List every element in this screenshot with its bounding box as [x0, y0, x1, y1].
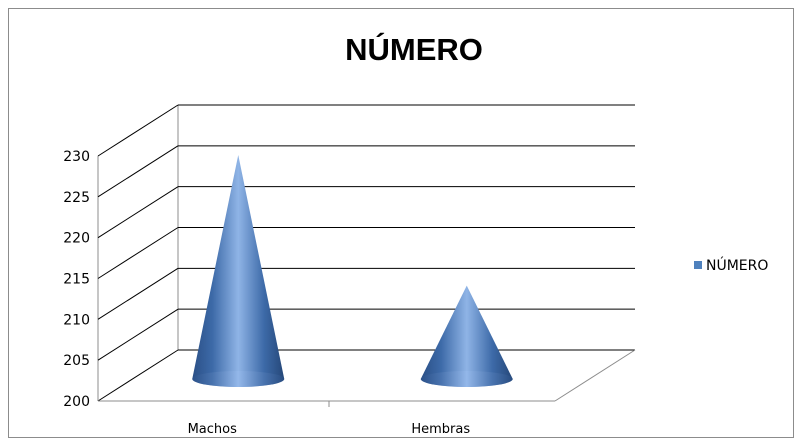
data-cones	[192, 155, 513, 387]
x-tick-label: Machos	[188, 422, 238, 437]
chart-frame	[8, 8, 794, 438]
legend-label: NÚMERO	[706, 256, 768, 274]
cone-base	[420, 371, 513, 387]
y-tick-label: 215	[63, 272, 90, 288]
cone-base	[192, 371, 285, 387]
gridlines	[97, 104, 635, 402]
cone-hembras	[420, 285, 513, 387]
x-axis-labels: Machos Hembras	[188, 422, 471, 437]
legend-swatch	[694, 261, 702, 269]
chart-title: NÚMERO	[345, 31, 483, 67]
x-axis	[98, 349, 636, 407]
legend: NÚMERO	[694, 256, 768, 274]
gridline-side	[97, 227, 179, 279]
gridline-side	[97, 267, 179, 320]
y-axis-ticks: 200 205 210 215 220 225 230	[63, 149, 90, 410]
cone-body	[192, 155, 285, 387]
floor-edge	[554, 349, 636, 402]
y-tick-label: 225	[63, 190, 90, 206]
gridline-side	[97, 104, 179, 157]
y-tick-label: 230	[63, 149, 90, 165]
y-tick-label: 205	[63, 353, 90, 369]
y-tick-label: 210	[63, 312, 90, 328]
cone-body	[420, 285, 513, 387]
x-tick-label: Hembras	[411, 422, 470, 437]
gridline-side	[97, 186, 179, 239]
gridline-side	[97, 145, 179, 198]
y-tick-label: 200	[63, 394, 90, 410]
cone-machos	[192, 155, 285, 387]
gridline-side	[97, 349, 179, 402]
gridline-side	[97, 308, 179, 361]
y-tick-label: 220	[63, 231, 90, 247]
